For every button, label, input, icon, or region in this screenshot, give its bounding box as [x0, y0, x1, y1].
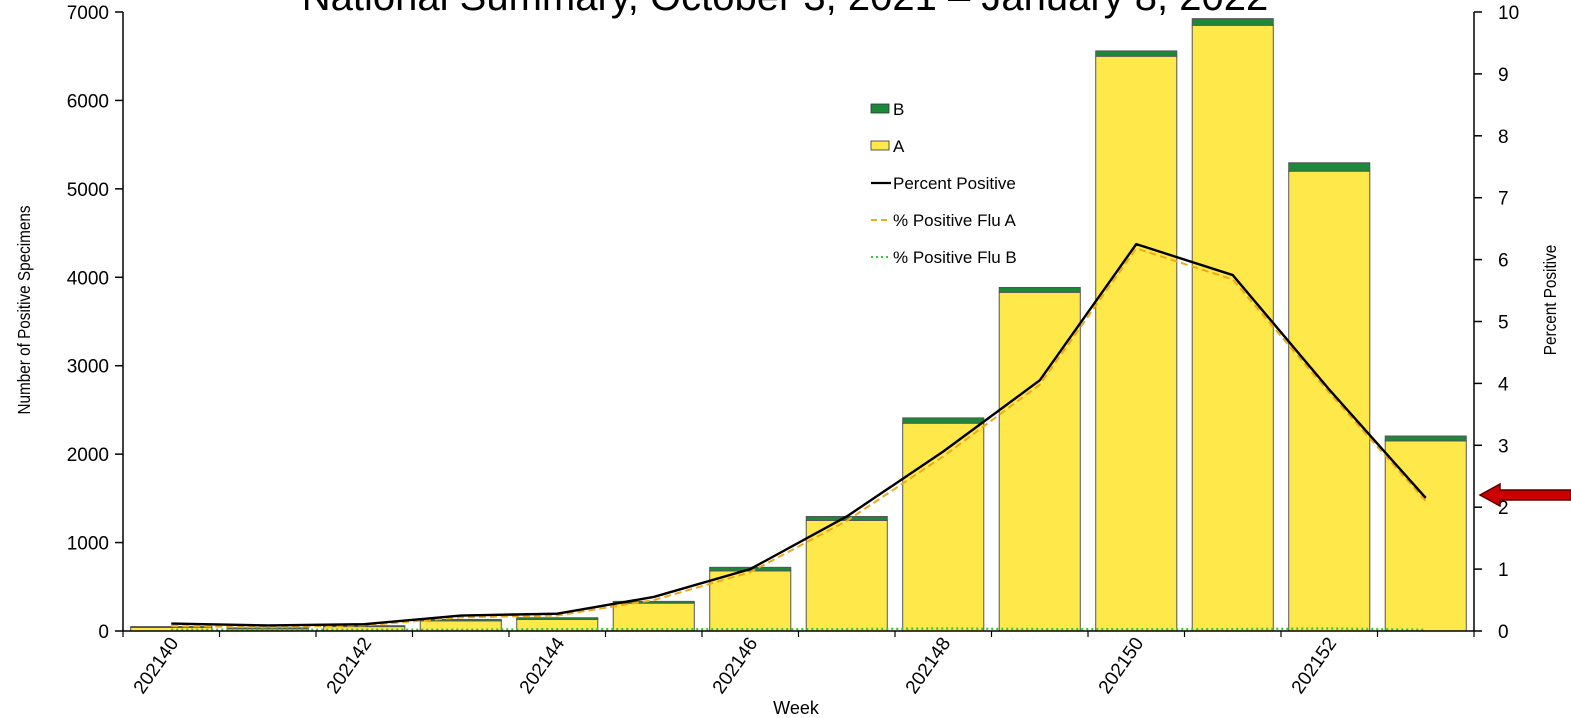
legend-label-flu-a: % Positive Flu A [893, 211, 1016, 230]
y-right-tick-label: 4 [1498, 374, 1509, 395]
x-tick-label: 202140 [130, 634, 184, 698]
y-left-tick-label: 7000 [67, 3, 109, 24]
y-axis-right-label: Percent Positive [1540, 245, 1560, 355]
bar-a-202148 [902, 422, 985, 632]
y-right-tick-label: 2 [1498, 498, 1509, 519]
legend: B A Percent Positive % Positive Flu A % … [870, 100, 1017, 267]
x-axis-label: Week [773, 698, 820, 718]
legend-label-percent-positive: Percent Positive [893, 174, 1016, 193]
bar-a-202151 [1191, 24, 1274, 632]
y-right-tick-label: 9 [1498, 65, 1509, 86]
y-right-tick-label: 6 [1498, 251, 1509, 272]
bar-a-202147 [805, 519, 888, 632]
y-right-tick-label: 5 [1498, 313, 1509, 334]
bar-a-202150 [1095, 55, 1178, 632]
bar-b-202150 [1095, 50, 1178, 57]
legend-swatch-b [870, 103, 890, 114]
bar-b-202149 [998, 286, 1081, 293]
bar-a-202149 [998, 291, 1081, 632]
bar-b-202201 [1384, 435, 1467, 442]
y-right-tick-label: 8 [1498, 127, 1509, 148]
y-axis-left-label: Number of Positive Specimens [14, 206, 34, 415]
legend-label-b: B [893, 100, 904, 119]
chart-title: National Summary, October 3, 2021 – Janu… [302, 0, 1268, 19]
bars-layer [130, 18, 1467, 632]
y-right-tick-label: 1 [1498, 560, 1509, 581]
bar-b-202143 [419, 619, 502, 622]
y-left-tick-label: 0 [98, 622, 109, 643]
y-left-tick-label: 3000 [67, 357, 109, 378]
x-tick-label: 202148 [902, 634, 956, 698]
x-tick-label: 202150 [1095, 634, 1149, 698]
line-percent-positive [171, 242, 1427, 627]
y-left-tick-label: 5000 [67, 180, 109, 201]
y-right-tick-label: 0 [1498, 622, 1509, 643]
bar-b-202145 [612, 600, 695, 604]
x-tick-label: 202142 [323, 634, 377, 698]
line-positive-flu-b [171, 627, 1426, 631]
y-left-tick-label: 2000 [67, 445, 109, 466]
lines-layer [171, 242, 1427, 631]
red-arrow-marker [1478, 482, 1571, 508]
x-tick-label: 202146 [709, 634, 763, 698]
y-left-tick-label: 1000 [67, 534, 109, 555]
bar-a-202145 [612, 602, 695, 632]
bar-a-202201 [1384, 440, 1467, 632]
bar-a-202152 [1288, 170, 1371, 632]
x-tick-label: 202144 [516, 633, 570, 697]
bar-b-202148 [902, 417, 985, 424]
y-right-tick-label: 7 [1498, 189, 1509, 210]
x-tick-label: 202152 [1288, 634, 1342, 698]
y-left-tick-label: 4000 [67, 268, 109, 289]
line-positive-flu-a [171, 247, 1427, 629]
y-right-tick-label: 10 [1498, 3, 1519, 24]
y-left-tick-label: 6000 [67, 91, 109, 112]
legend-swatch-a [870, 140, 890, 151]
legend-label-flu-b: % Positive Flu B [893, 248, 1017, 267]
y-right-tick-label: 3 [1498, 436, 1509, 457]
bar-b-202152 [1288, 162, 1371, 172]
legend-label-a: A [893, 137, 905, 156]
bar-b-202151 [1191, 18, 1274, 26]
bar-b-202144 [516, 617, 599, 621]
